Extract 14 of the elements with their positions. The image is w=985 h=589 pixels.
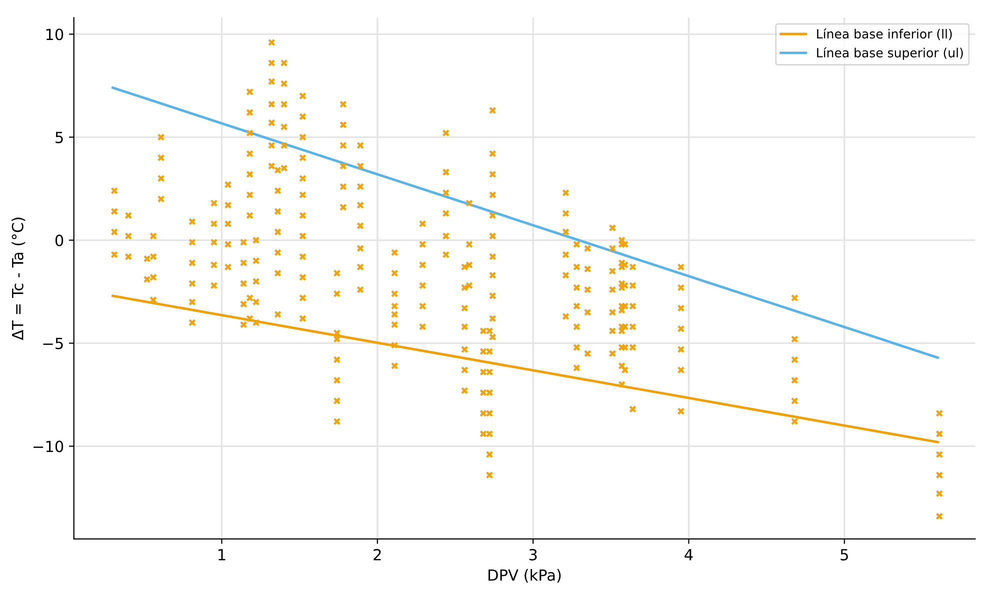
x-tick-label: 1 [218,549,226,560]
x-tick-label: 2 [374,548,381,560]
y-tick-label: 0 [55,234,64,246]
x-tick-label: 3 [529,548,537,560]
y-axis-title: ΔT = Tc - Ta (°C) [12,218,26,340]
legend-label: Línea base inferior (ll) [817,28,952,40]
y-tick-label: −5 [43,338,63,350]
x-tick-label: 4 [684,549,693,560]
x-tick-label: 5 [840,549,848,560]
legend-label: Línea base superior (ul) [817,47,963,60]
y-tick-label: −10 [34,440,64,452]
x-axis-title: DPV (kPa) [488,569,561,583]
y-tick-label: 5 [56,132,63,144]
y-tick-label: 10 [46,28,64,40]
